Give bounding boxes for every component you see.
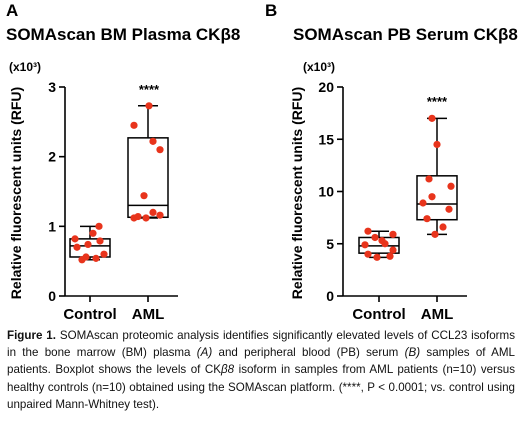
panel-b-aml-point xyxy=(423,215,431,223)
panel-b-control-point xyxy=(364,250,372,258)
panel-a-aml-point xyxy=(134,212,142,221)
panel-a-title: SOMAscan BM Plasma CKβ8 xyxy=(6,25,240,44)
caption-label: Figure 1. xyxy=(7,329,56,342)
panel-b-control-point xyxy=(371,233,379,242)
panel-b-aml-point xyxy=(445,205,453,213)
panel-a-control-point xyxy=(73,243,81,251)
panel-b-control-point xyxy=(389,230,397,238)
panel-a-xtick-label-control: Control xyxy=(63,306,116,323)
caption-text-2: and peripheral blood (PB) serum xyxy=(212,346,405,360)
panel-a-control-point xyxy=(82,253,90,261)
panel-a-control-point xyxy=(100,250,108,258)
caption-text-1: SOMAscan proteomic analysis identifies s… xyxy=(7,329,515,360)
panel-b-xtick-label-control: Control xyxy=(352,306,405,323)
panel-b-ytick-label: 0 xyxy=(326,288,334,304)
panel-a-letter: A xyxy=(6,1,18,20)
panel-a-control-point xyxy=(89,229,97,237)
caption-text-3: samples of AML patients. Boxplot shows t… xyxy=(7,346,516,377)
panel-b-aml-point xyxy=(428,193,436,201)
panel-b-aml-point xyxy=(428,114,436,122)
panel-a-aml-point xyxy=(156,211,164,219)
panel-a-control-point xyxy=(92,254,100,262)
panel-b-control-point xyxy=(373,253,381,261)
panel-b-aml-point xyxy=(447,182,455,190)
panel-b-aml-point xyxy=(433,140,441,149)
panel-b-letter: B xyxy=(265,1,277,20)
panel-a-control-point xyxy=(84,240,92,249)
caption-ref-a: (A) xyxy=(196,346,213,360)
panel-a-control-point xyxy=(96,237,104,245)
panel-b-ytick-label: 5 xyxy=(326,236,334,252)
panel-a-aml-point xyxy=(140,192,148,200)
panel-b-control-point xyxy=(386,252,394,260)
panel-b-ytick-label: 10 xyxy=(318,184,334,200)
panel-b-aml-point xyxy=(439,223,447,231)
panel-b-significance: **** xyxy=(427,94,448,109)
panel-a-control-point xyxy=(95,222,103,230)
panel-b-xtick-label-aml: AML xyxy=(421,306,454,323)
caption-ref-b: (B) xyxy=(404,346,421,360)
panel-b-multiplier: (x10³) xyxy=(303,60,335,74)
panel-a-ytick-label: 3 xyxy=(48,79,56,95)
panel-a-aml-point xyxy=(149,208,157,216)
panel-b-plot: 0 5 10 15 20 Control AML xyxy=(318,79,467,323)
panel-a-ylabel: Relative fluorescent units (RFU) xyxy=(8,87,24,299)
panel-b-aml-point xyxy=(425,175,433,183)
panel-b-ylabel: Relative fluorescent units (RFU) xyxy=(289,87,305,299)
panel-a-ytick-label: 1 xyxy=(48,218,56,234)
panel-b-ytick-label: 20 xyxy=(318,79,334,95)
panel-a-significance: **** xyxy=(139,82,160,97)
panel-b-control-point xyxy=(389,246,397,254)
panel-a-aml-point xyxy=(156,146,164,154)
panel-a-aml-point xyxy=(145,102,153,110)
panel-b-control-point xyxy=(364,227,372,235)
panel-b-aml-point xyxy=(431,230,439,238)
panel-b-control-point xyxy=(361,241,369,249)
panel-b-aml-box xyxy=(416,175,458,221)
panel-a-aml-point xyxy=(142,214,150,222)
panel-a-control-box xyxy=(69,238,111,258)
figure-canvas: A SOMAscan BM Plasma CKβ8 (x10³) Relativ… xyxy=(6,1,518,323)
panel-a-aml-point xyxy=(149,137,157,145)
panel-a-xtick-label-aml: AML xyxy=(132,306,165,323)
panel-a-ytick-label: 2 xyxy=(48,149,56,165)
caption-text-4: isoform in samples from AML patients (n=… xyxy=(7,363,515,411)
caption-beta: β8 xyxy=(221,363,235,377)
panel-a-multiplier: (x10³) xyxy=(9,60,41,74)
panel-b-ytick-label: 15 xyxy=(318,131,334,147)
panel-b-control-point xyxy=(378,237,386,245)
figure-caption: Figure 1. SOMAscan proteomic analysis id… xyxy=(7,327,515,413)
panel-a-plot: 0 1 2 3 Control AML xyxy=(48,79,178,323)
panel-a-control-point xyxy=(71,235,79,243)
panel-b-aml-point xyxy=(419,199,427,207)
panel-a-ytick-label: 0 xyxy=(48,288,56,304)
panel-b-title: SOMAscan PB Serum CKβ8 xyxy=(293,25,518,44)
panel-a-aml-point xyxy=(130,121,138,129)
